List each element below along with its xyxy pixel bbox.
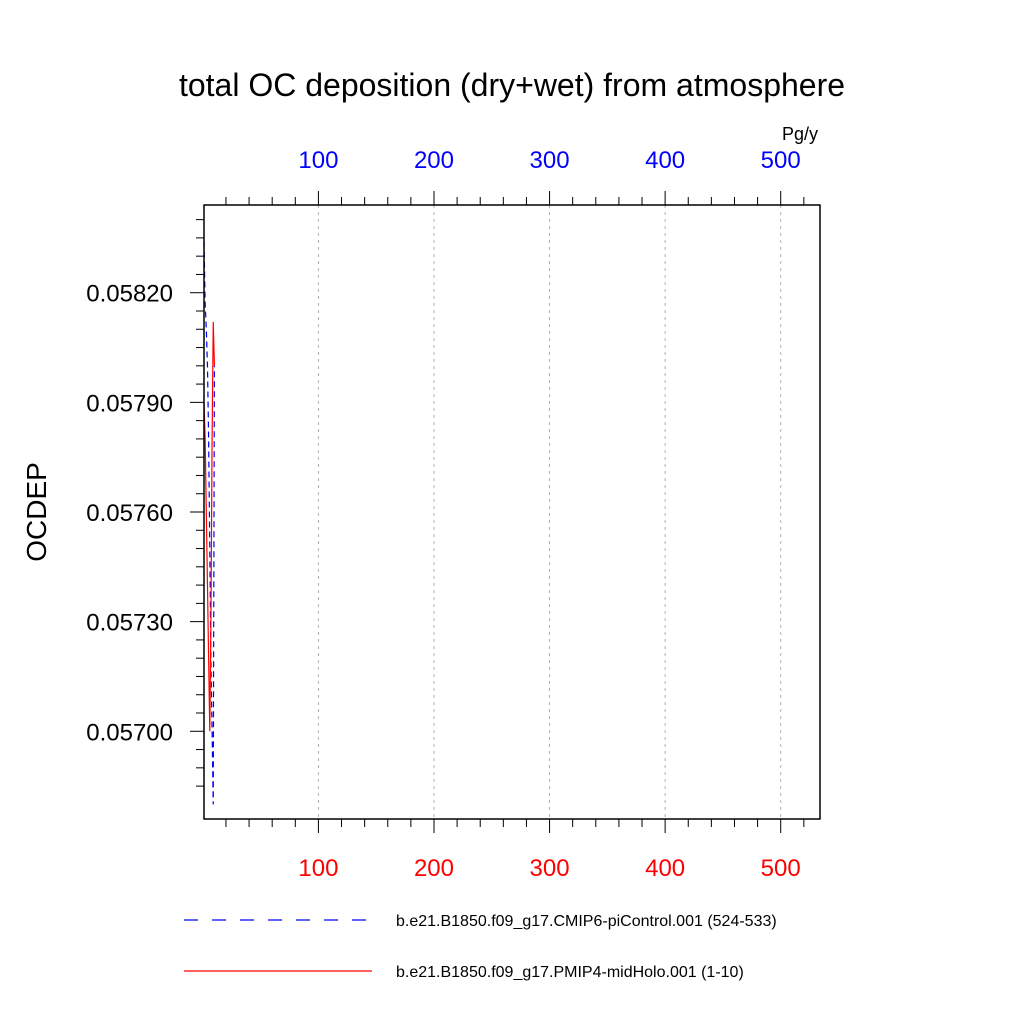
legend-label-1: b.e21.B1850.f09_g17.CMIP6-piControl.001 …	[396, 913, 777, 930]
x-top-tick-label: 500	[761, 147, 801, 174]
x-tick-label: 200	[414, 855, 454, 882]
plot-frame	[203, 204, 821, 820]
axes-ticks: 100 100 200 200 300 300 400 400 500 500 0.05700 0.0…	[86, 147, 805, 882]
x-tick-label: 300	[530, 855, 570, 882]
x-tick-label: 400	[645, 855, 685, 882]
x-tick-label: 100	[298, 855, 338, 882]
chart-title: total OC deposition (dry+wet) from atmos…	[179, 67, 845, 103]
series-line-1	[203, 241, 215, 805]
x-tick-label: 500	[761, 855, 801, 882]
y-tick-label: 0.05790	[86, 390, 173, 417]
x-top-tick-label: 400	[645, 147, 685, 174]
y-axis-label: OCDEP	[21, 462, 52, 562]
series-line-2	[203, 321, 215, 732]
x-top-tick-label: 300	[530, 147, 570, 174]
series-layer	[203, 241, 215, 805]
y-tick-label: 0.05730	[86, 610, 173, 637]
top-axis-unit: Pg/y	[782, 124, 818, 144]
legend: b.e21.B1850.f09_g17.CMIP6-piControl.001 …	[184, 913, 777, 981]
y-tick-label: 0.05760	[86, 500, 173, 527]
y-tick-label: 0.05820	[86, 281, 173, 308]
y-tick-label: 0.05700	[86, 719, 173, 746]
grid	[317, 205, 782, 819]
legend-label-2: b.e21.B1850.f09_g17.PMIP4-midHolo.001 (1…	[396, 964, 744, 981]
x-top-tick-label: 100	[298, 147, 338, 174]
x-top-tick-label: 200	[414, 147, 454, 174]
